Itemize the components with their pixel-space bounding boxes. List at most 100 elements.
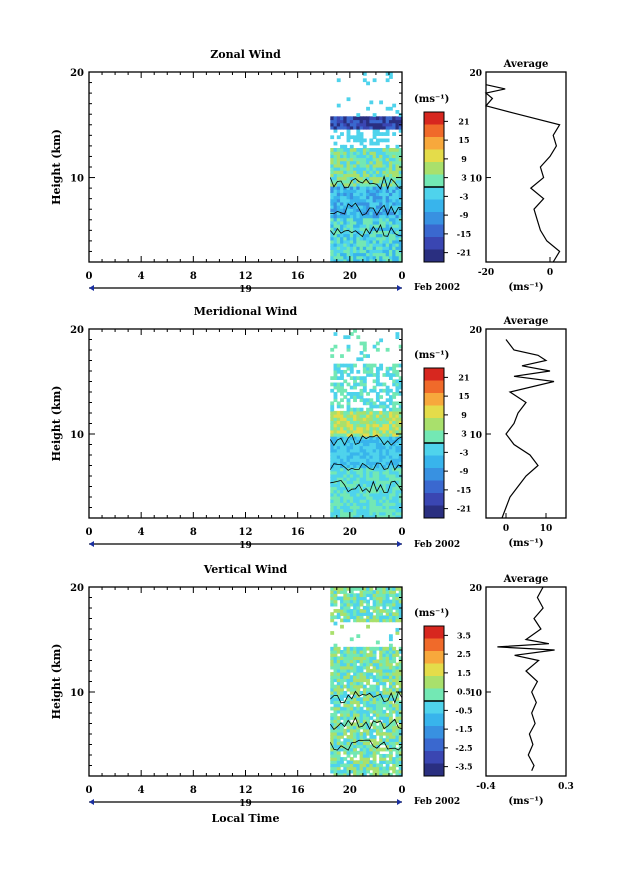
heatmap-cell xyxy=(379,432,384,437)
y-axis-label: Height (km) xyxy=(50,129,63,205)
heatmap-cell xyxy=(343,508,348,513)
heatmap-cell xyxy=(340,668,344,673)
heatmap-cell xyxy=(375,420,380,425)
heatmap-cell xyxy=(385,243,390,247)
heatmap-cell xyxy=(359,656,364,661)
heatmap-cell xyxy=(379,480,384,484)
heatmap-cell xyxy=(382,208,387,212)
heatmap-cell xyxy=(336,445,341,450)
heatmap-cell xyxy=(353,760,357,764)
heatmap-cell xyxy=(385,214,390,219)
heatmap-cell xyxy=(340,214,344,219)
heatmap-cell xyxy=(349,233,354,238)
heatmap-cell xyxy=(379,230,384,235)
heatmap-cell xyxy=(336,148,341,152)
heatmap-cell xyxy=(372,706,377,711)
heatmap-cell xyxy=(349,646,354,651)
heatmap-cell xyxy=(375,347,380,352)
heatmap-cell xyxy=(385,514,390,519)
heatmap-cell xyxy=(392,593,397,598)
heatmap-cell xyxy=(398,239,403,244)
heatmap-cell xyxy=(395,502,400,506)
heatmap-cell xyxy=(340,432,344,437)
colorbar-tick-label: -21 xyxy=(457,504,471,514)
heatmap-cell xyxy=(346,195,351,200)
heatmap-cell xyxy=(343,766,348,771)
heatmap-cell xyxy=(379,772,384,777)
heatmap-cell xyxy=(353,464,357,469)
heatmap-cell xyxy=(388,719,393,724)
heatmap-cell xyxy=(395,703,400,708)
heatmap-cell xyxy=(343,363,348,368)
heatmap-cell xyxy=(359,511,364,516)
heatmap-cell xyxy=(340,398,344,403)
heatmap-cell xyxy=(336,473,341,478)
heatmap-cell xyxy=(356,186,361,190)
heatmap-cell xyxy=(369,703,374,708)
heatmap-cell xyxy=(395,246,400,250)
colorbar-swatch xyxy=(424,430,444,444)
heatmap-cell xyxy=(356,599,361,604)
heatmap-cell xyxy=(398,662,403,667)
heatmap-cell xyxy=(392,602,397,607)
heatmap-cell xyxy=(382,681,387,686)
heatmap-cell xyxy=(333,455,338,459)
heatmap-cell xyxy=(388,72,393,76)
heatmap-cell xyxy=(330,760,335,764)
heatmap-cell xyxy=(366,455,370,459)
heatmap-cell xyxy=(362,138,367,143)
heatmap-cell xyxy=(398,230,403,235)
heatmap-cell xyxy=(343,176,348,181)
heatmap-cell xyxy=(343,246,348,250)
heatmap-cell xyxy=(369,252,374,257)
heatmap-cell xyxy=(346,170,351,174)
heatmap-cell xyxy=(388,615,393,620)
heatmap-cell xyxy=(398,423,403,428)
heatmap-cell xyxy=(353,432,357,437)
heatmap-cell xyxy=(372,211,377,216)
heatmap-cell xyxy=(392,255,397,260)
heatmap-cell xyxy=(349,220,354,225)
heatmap-cell xyxy=(346,470,351,475)
heatmap-cell xyxy=(395,214,400,219)
heatmap-cell xyxy=(382,224,387,228)
heatmap-cell xyxy=(359,473,364,478)
heatmap-cell xyxy=(362,492,367,497)
heatmap-cell xyxy=(330,135,335,140)
heatmap-cell xyxy=(362,646,367,651)
heatmap-cell xyxy=(366,227,370,231)
heatmap-cell xyxy=(359,151,364,155)
heatmap-cell xyxy=(379,612,384,616)
heatmap-cell xyxy=(388,173,393,178)
heatmap-cell xyxy=(379,167,384,171)
heatmap-cell xyxy=(333,236,338,241)
heatmap-cell xyxy=(392,176,397,181)
heatmap-cell xyxy=(385,432,390,437)
heatmap-cell xyxy=(336,656,341,661)
heatmap-cell xyxy=(375,243,380,247)
heatmap-cell xyxy=(398,656,403,661)
heatmap-cell xyxy=(340,255,344,260)
heatmap-cell xyxy=(362,659,367,664)
heatmap-cell xyxy=(359,593,364,598)
heatmap-cell xyxy=(362,656,367,661)
heatmap-cell xyxy=(379,179,384,184)
heatmap-cell xyxy=(395,198,400,203)
heatmap-cell xyxy=(379,363,384,368)
heatmap-cell xyxy=(372,217,377,222)
heatmap-cell xyxy=(375,186,380,190)
heatmap-cell xyxy=(392,455,397,459)
heatmap-cell xyxy=(395,514,400,519)
heatmap-cell xyxy=(340,414,344,418)
heatmap-cell xyxy=(398,703,403,708)
heatmap-cell xyxy=(385,725,390,730)
heatmap-cell xyxy=(379,100,384,105)
heatmap-cell xyxy=(353,417,357,421)
x-tick-label: 12 xyxy=(239,785,253,796)
heatmap-cell xyxy=(340,163,344,168)
heatmap-cell xyxy=(395,167,400,171)
heatmap-cell xyxy=(398,753,403,758)
heatmap-cell xyxy=(353,182,357,187)
heatmap-cell xyxy=(336,388,341,393)
heatmap-cell xyxy=(343,192,348,197)
